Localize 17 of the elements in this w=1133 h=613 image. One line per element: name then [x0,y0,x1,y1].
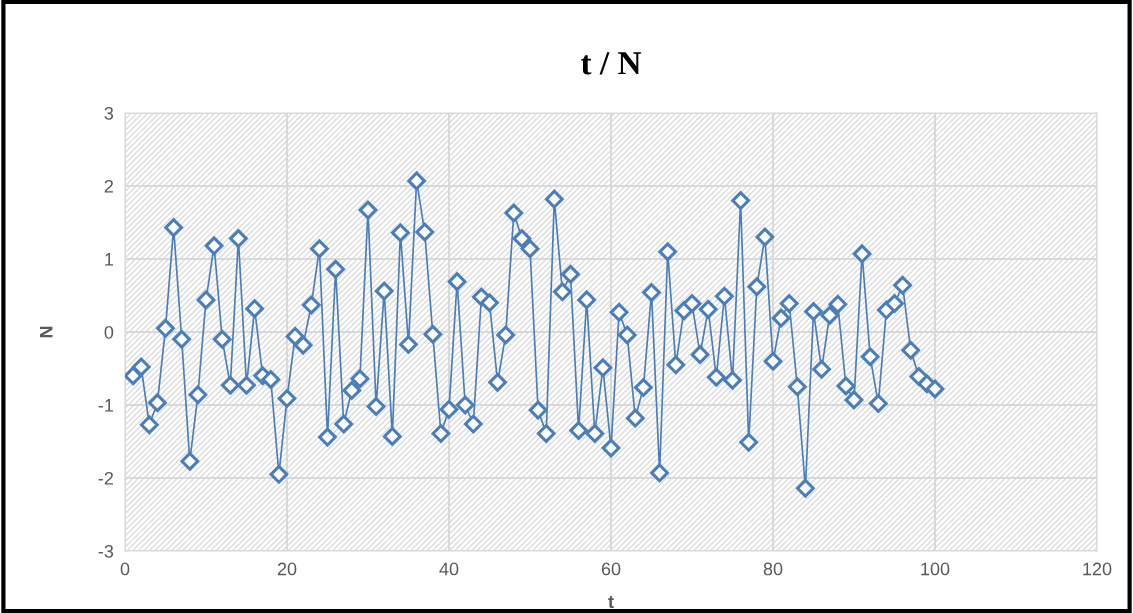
y-tick-label: 1 [105,253,114,266]
x-tick-label: 100 [921,562,950,576]
y-tick-label: -3 [98,544,114,558]
y-tick-label: -2 [98,471,113,485]
y-tick-label: 2 [104,179,113,193]
x-tick-label: 120 [1083,562,1112,576]
y-axis-title: N [40,326,53,338]
x-tick-label: 80 [763,562,783,576]
y-tick-label: 3 [104,106,114,120]
x-tick-label: 60 [601,562,621,576]
x-tick-label: 40 [439,562,459,576]
chart-title: t / N [580,52,642,75]
x-axis-title: t [608,596,614,609]
x-tick-label: 0 [120,562,130,576]
y-tick-label: 0 [104,325,114,339]
y-tick-label: -1 [98,399,114,412]
x-tick-label: 20 [277,562,297,576]
